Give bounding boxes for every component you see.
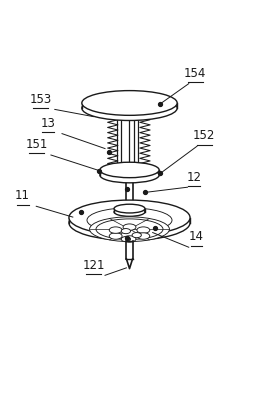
Ellipse shape xyxy=(109,233,122,239)
Text: 12: 12 xyxy=(186,171,202,184)
Ellipse shape xyxy=(69,200,190,235)
Ellipse shape xyxy=(114,208,145,216)
Text: 13: 13 xyxy=(41,117,56,130)
Text: 153: 153 xyxy=(30,93,52,106)
Ellipse shape xyxy=(82,91,177,115)
Ellipse shape xyxy=(132,232,141,238)
Ellipse shape xyxy=(137,233,150,239)
Ellipse shape xyxy=(69,205,190,240)
Text: 154: 154 xyxy=(184,67,206,80)
Ellipse shape xyxy=(87,208,172,232)
Ellipse shape xyxy=(90,217,169,242)
Ellipse shape xyxy=(100,167,159,183)
Ellipse shape xyxy=(114,204,145,213)
Ellipse shape xyxy=(123,236,136,242)
Ellipse shape xyxy=(109,227,122,233)
Ellipse shape xyxy=(137,227,150,233)
Text: 121: 121 xyxy=(82,259,105,272)
Text: 152: 152 xyxy=(193,129,215,142)
Text: 11: 11 xyxy=(15,189,30,202)
Ellipse shape xyxy=(82,96,177,121)
Ellipse shape xyxy=(121,236,131,242)
Text: 14: 14 xyxy=(189,230,204,243)
Ellipse shape xyxy=(100,162,159,178)
Text: 151: 151 xyxy=(26,138,48,151)
Ellipse shape xyxy=(123,224,136,230)
Ellipse shape xyxy=(121,229,131,234)
